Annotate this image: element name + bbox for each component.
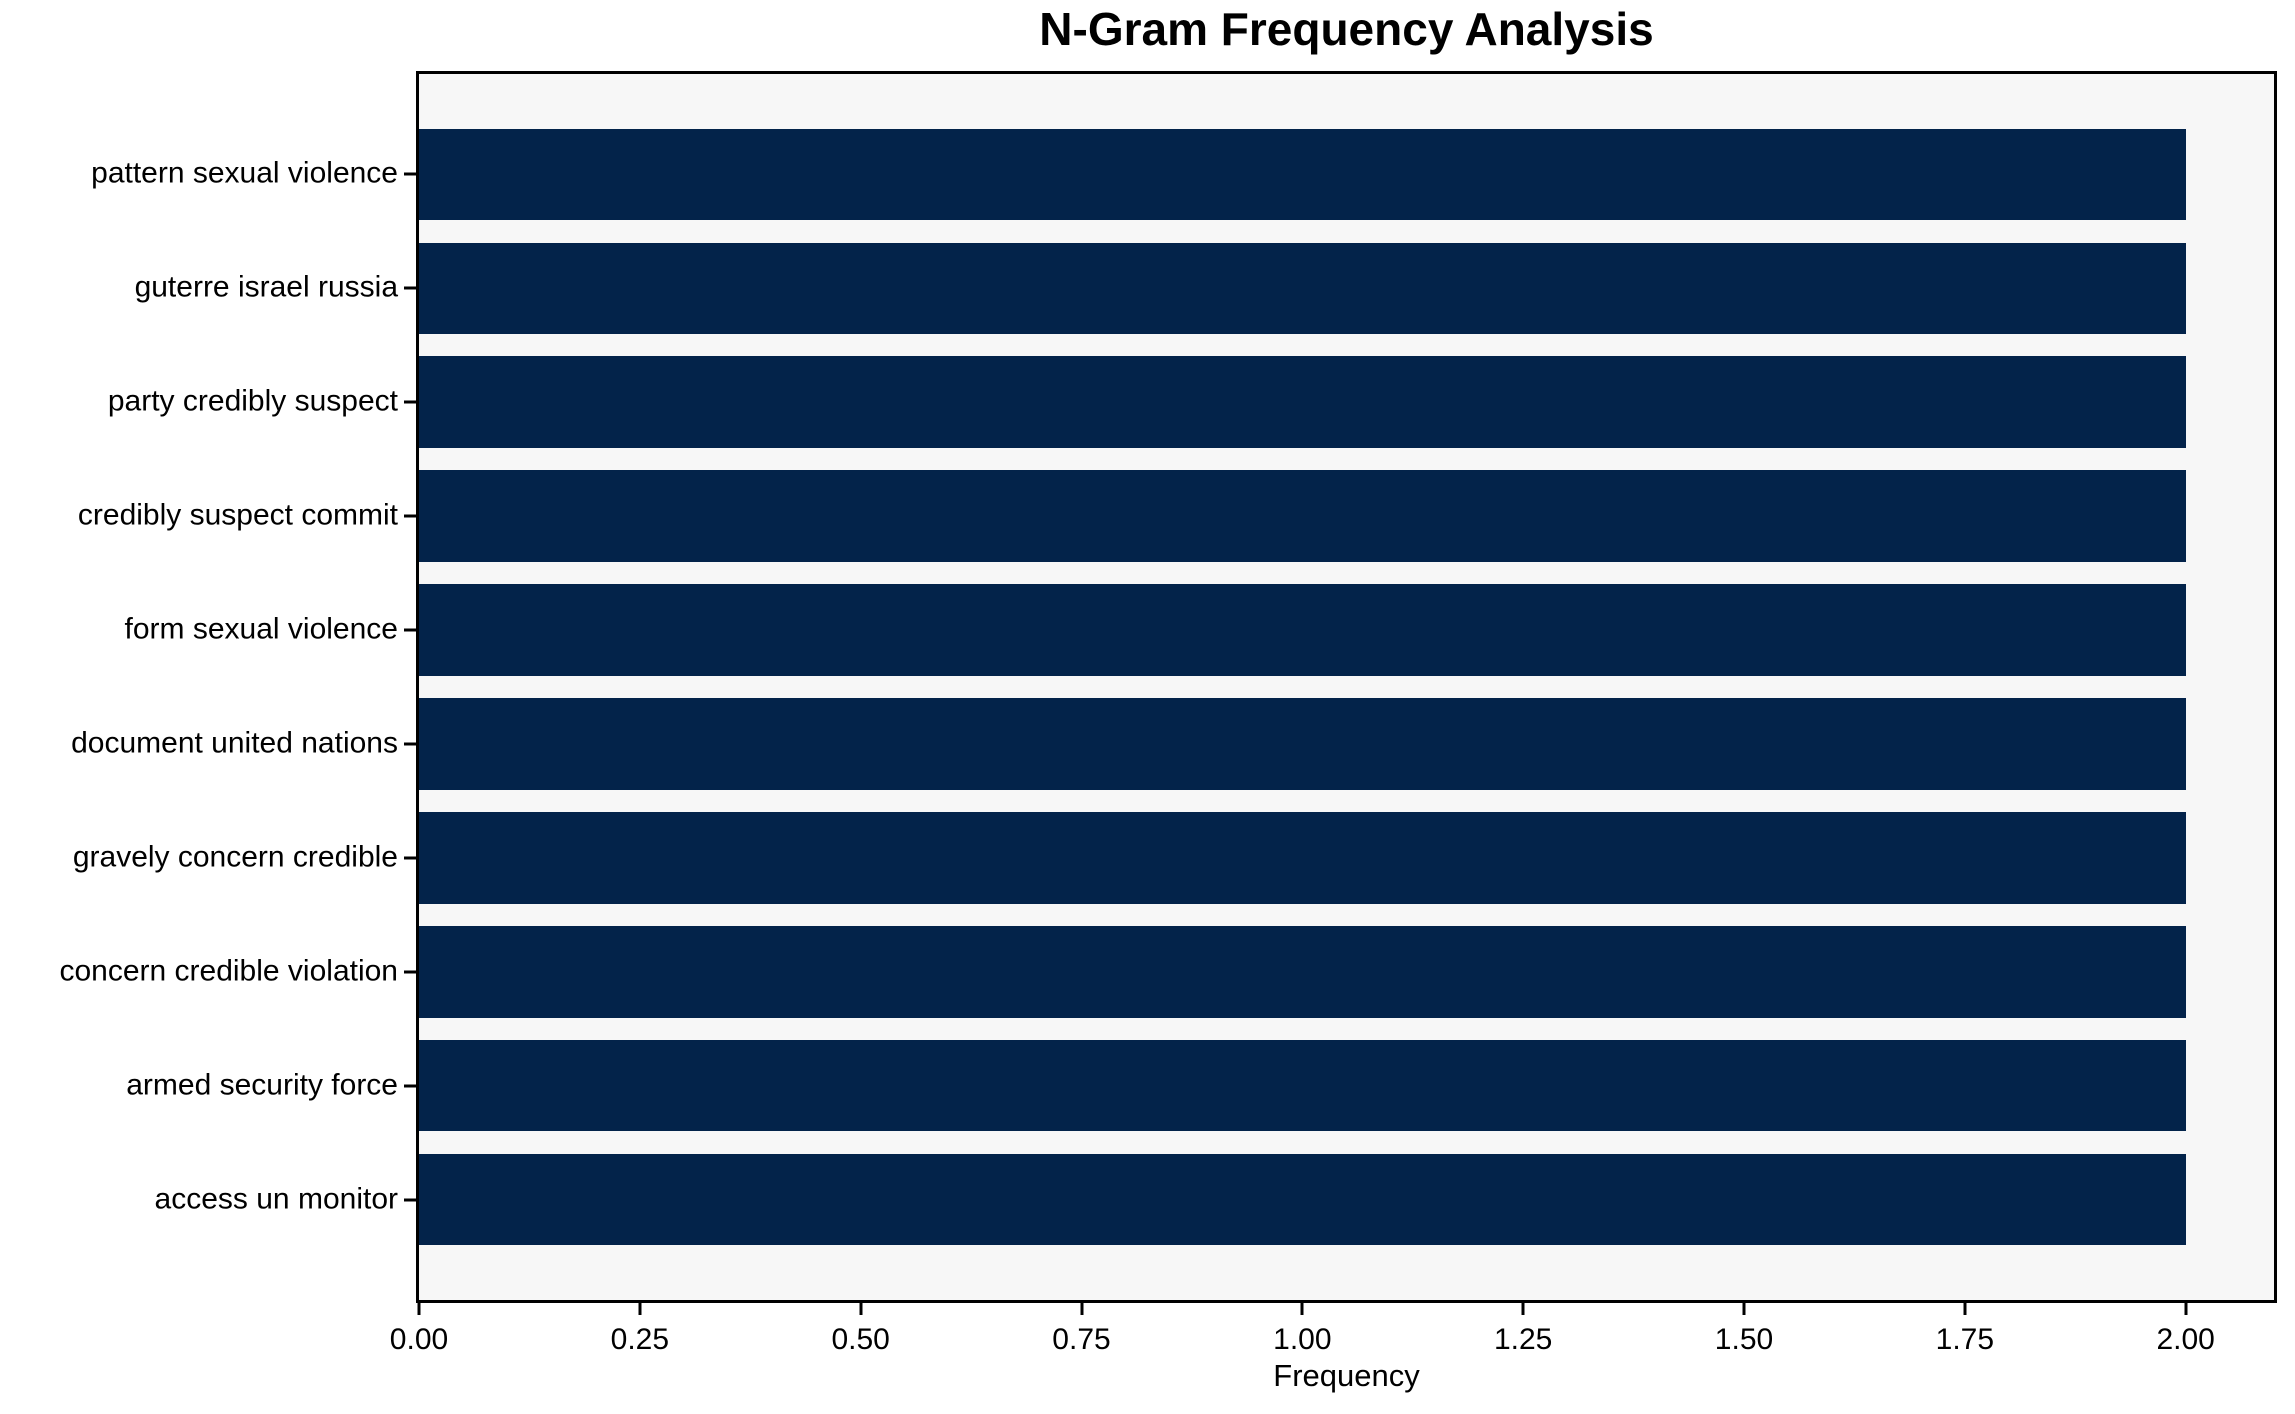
y-tick-mark	[404, 856, 416, 860]
y-tick-mark	[404, 400, 416, 404]
y-tick-label: gravely concern credible	[72, 840, 398, 874]
y-axis-tick-marks	[404, 71, 416, 1303]
bar	[419, 1040, 2186, 1132]
y-tick-mark	[404, 970, 416, 974]
bar	[419, 926, 2186, 1018]
bar	[419, 1154, 2186, 1246]
bar	[419, 128, 2186, 220]
bar	[419, 698, 2186, 790]
x-tick-mark	[1521, 1303, 1525, 1315]
y-tick-label: guterre israel russia	[134, 270, 398, 304]
x-tick-mark	[1300, 1303, 1304, 1315]
x-tick-label: 1.25	[1493, 1323, 1553, 1356]
x-tick-mark	[638, 1303, 642, 1315]
x-tick-label: 0.50	[831, 1323, 890, 1356]
y-tick-label: armed security force	[126, 1068, 398, 1102]
plot-area	[416, 71, 2277, 1303]
x-tick-label: 1.50	[1714, 1323, 1774, 1356]
x-tick-label: 0.25	[610, 1323, 670, 1356]
x-tick-mark	[1742, 1303, 1746, 1315]
x-tick-label: 2.00	[2156, 1323, 2215, 1356]
y-tick-label: access un monitor	[154, 1182, 398, 1216]
y-tick-mark	[404, 286, 416, 290]
y-tick-label: concern credible violation	[59, 954, 398, 988]
x-axis: 0.00 0.25 0.50 0.75 1.00 1.25 1.50 1.75 2.00	[390, 1303, 2277, 1383]
y-tick-mark	[404, 514, 416, 518]
x-tick-mark	[859, 1303, 863, 1315]
x-tick-mark	[417, 1303, 421, 1315]
x-axis-label: Frequency	[1273, 1358, 1420, 1393]
bar	[419, 356, 2186, 448]
x-tick-mark	[2184, 1303, 2188, 1315]
x-tick-mark	[1963, 1303, 1967, 1315]
y-tick-mark	[404, 1198, 416, 1202]
y-tick-mark	[404, 172, 416, 176]
bars-container	[419, 74, 2274, 1300]
x-tick-label: 0.00	[389, 1323, 449, 1356]
y-tick-label: party credibly suspect	[107, 384, 398, 418]
y-tick-mark	[404, 628, 416, 632]
x-tick-mark	[1080, 1303, 1083, 1315]
y-tick-mark	[404, 742, 416, 746]
chart-title: N-Gram Frequency Analysis	[1039, 3, 1654, 55]
bar	[419, 584, 2186, 676]
y-tick-label: document united nations	[71, 726, 398, 760]
bar	[419, 470, 2186, 562]
x-tick-label: 0.75	[1052, 1323, 1111, 1356]
y-tick-label: credibly suspect commit	[77, 498, 398, 532]
y-tick-label: form sexual violence	[124, 612, 398, 646]
y-tick-label: pattern sexual violence	[91, 156, 398, 190]
y-axis-tick-labels: pattern sexual violence guterre israel ru…	[0, 71, 398, 1303]
x-tick-label: 1.00	[1273, 1323, 1332, 1356]
x-tick-label: 1.75	[1935, 1323, 1995, 1356]
bar	[419, 812, 2186, 904]
y-tick-mark	[404, 1084, 416, 1088]
bar	[419, 242, 2186, 334]
